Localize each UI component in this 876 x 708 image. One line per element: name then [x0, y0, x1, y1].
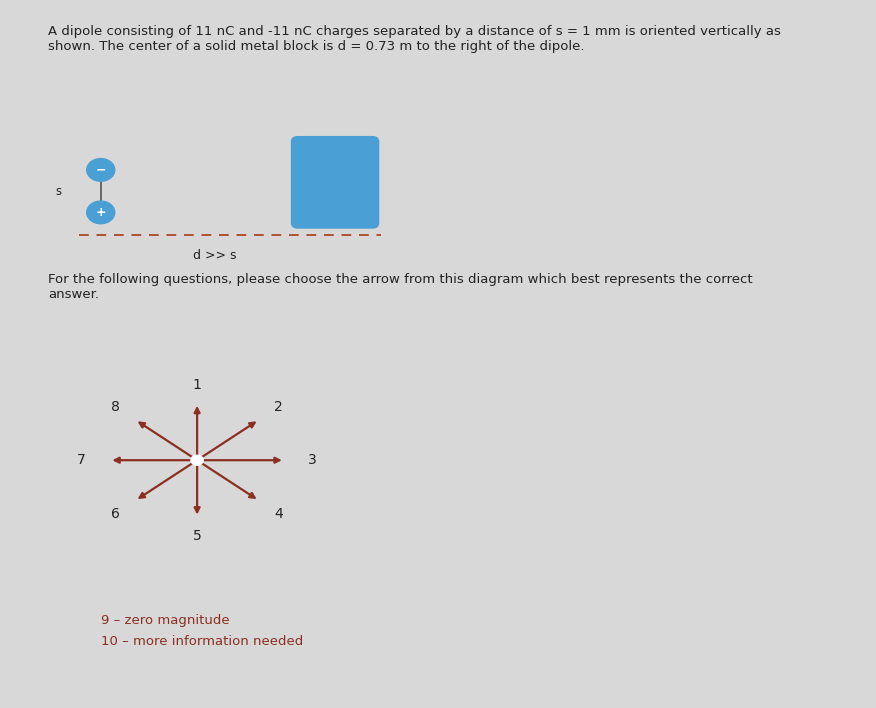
Text: 6: 6 [111, 507, 120, 520]
Text: d >> s: d >> s [193, 249, 237, 262]
Circle shape [87, 159, 115, 181]
Text: 2: 2 [274, 400, 283, 413]
Circle shape [191, 455, 203, 465]
Text: For the following questions, please choose the arrow from this diagram which bes: For the following questions, please choo… [48, 273, 752, 301]
Text: 4: 4 [274, 507, 283, 520]
Text: 8: 8 [111, 400, 120, 413]
Text: +: + [95, 206, 106, 219]
Text: −: − [95, 164, 106, 176]
Text: A dipole consisting of 11 nC and -11 nC charges separated by a distance of s = 1: A dipole consisting of 11 nC and -11 nC … [48, 25, 781, 53]
Circle shape [87, 201, 115, 224]
Text: 10 – more information needed: 10 – more information needed [101, 635, 303, 648]
Text: 7: 7 [77, 453, 86, 467]
Text: 3: 3 [308, 453, 317, 467]
Text: 9 – zero magnitude: 9 – zero magnitude [101, 614, 230, 627]
Text: s: s [55, 185, 61, 198]
FancyBboxPatch shape [291, 136, 379, 229]
Text: 1: 1 [193, 377, 201, 392]
Text: 5: 5 [193, 529, 201, 543]
